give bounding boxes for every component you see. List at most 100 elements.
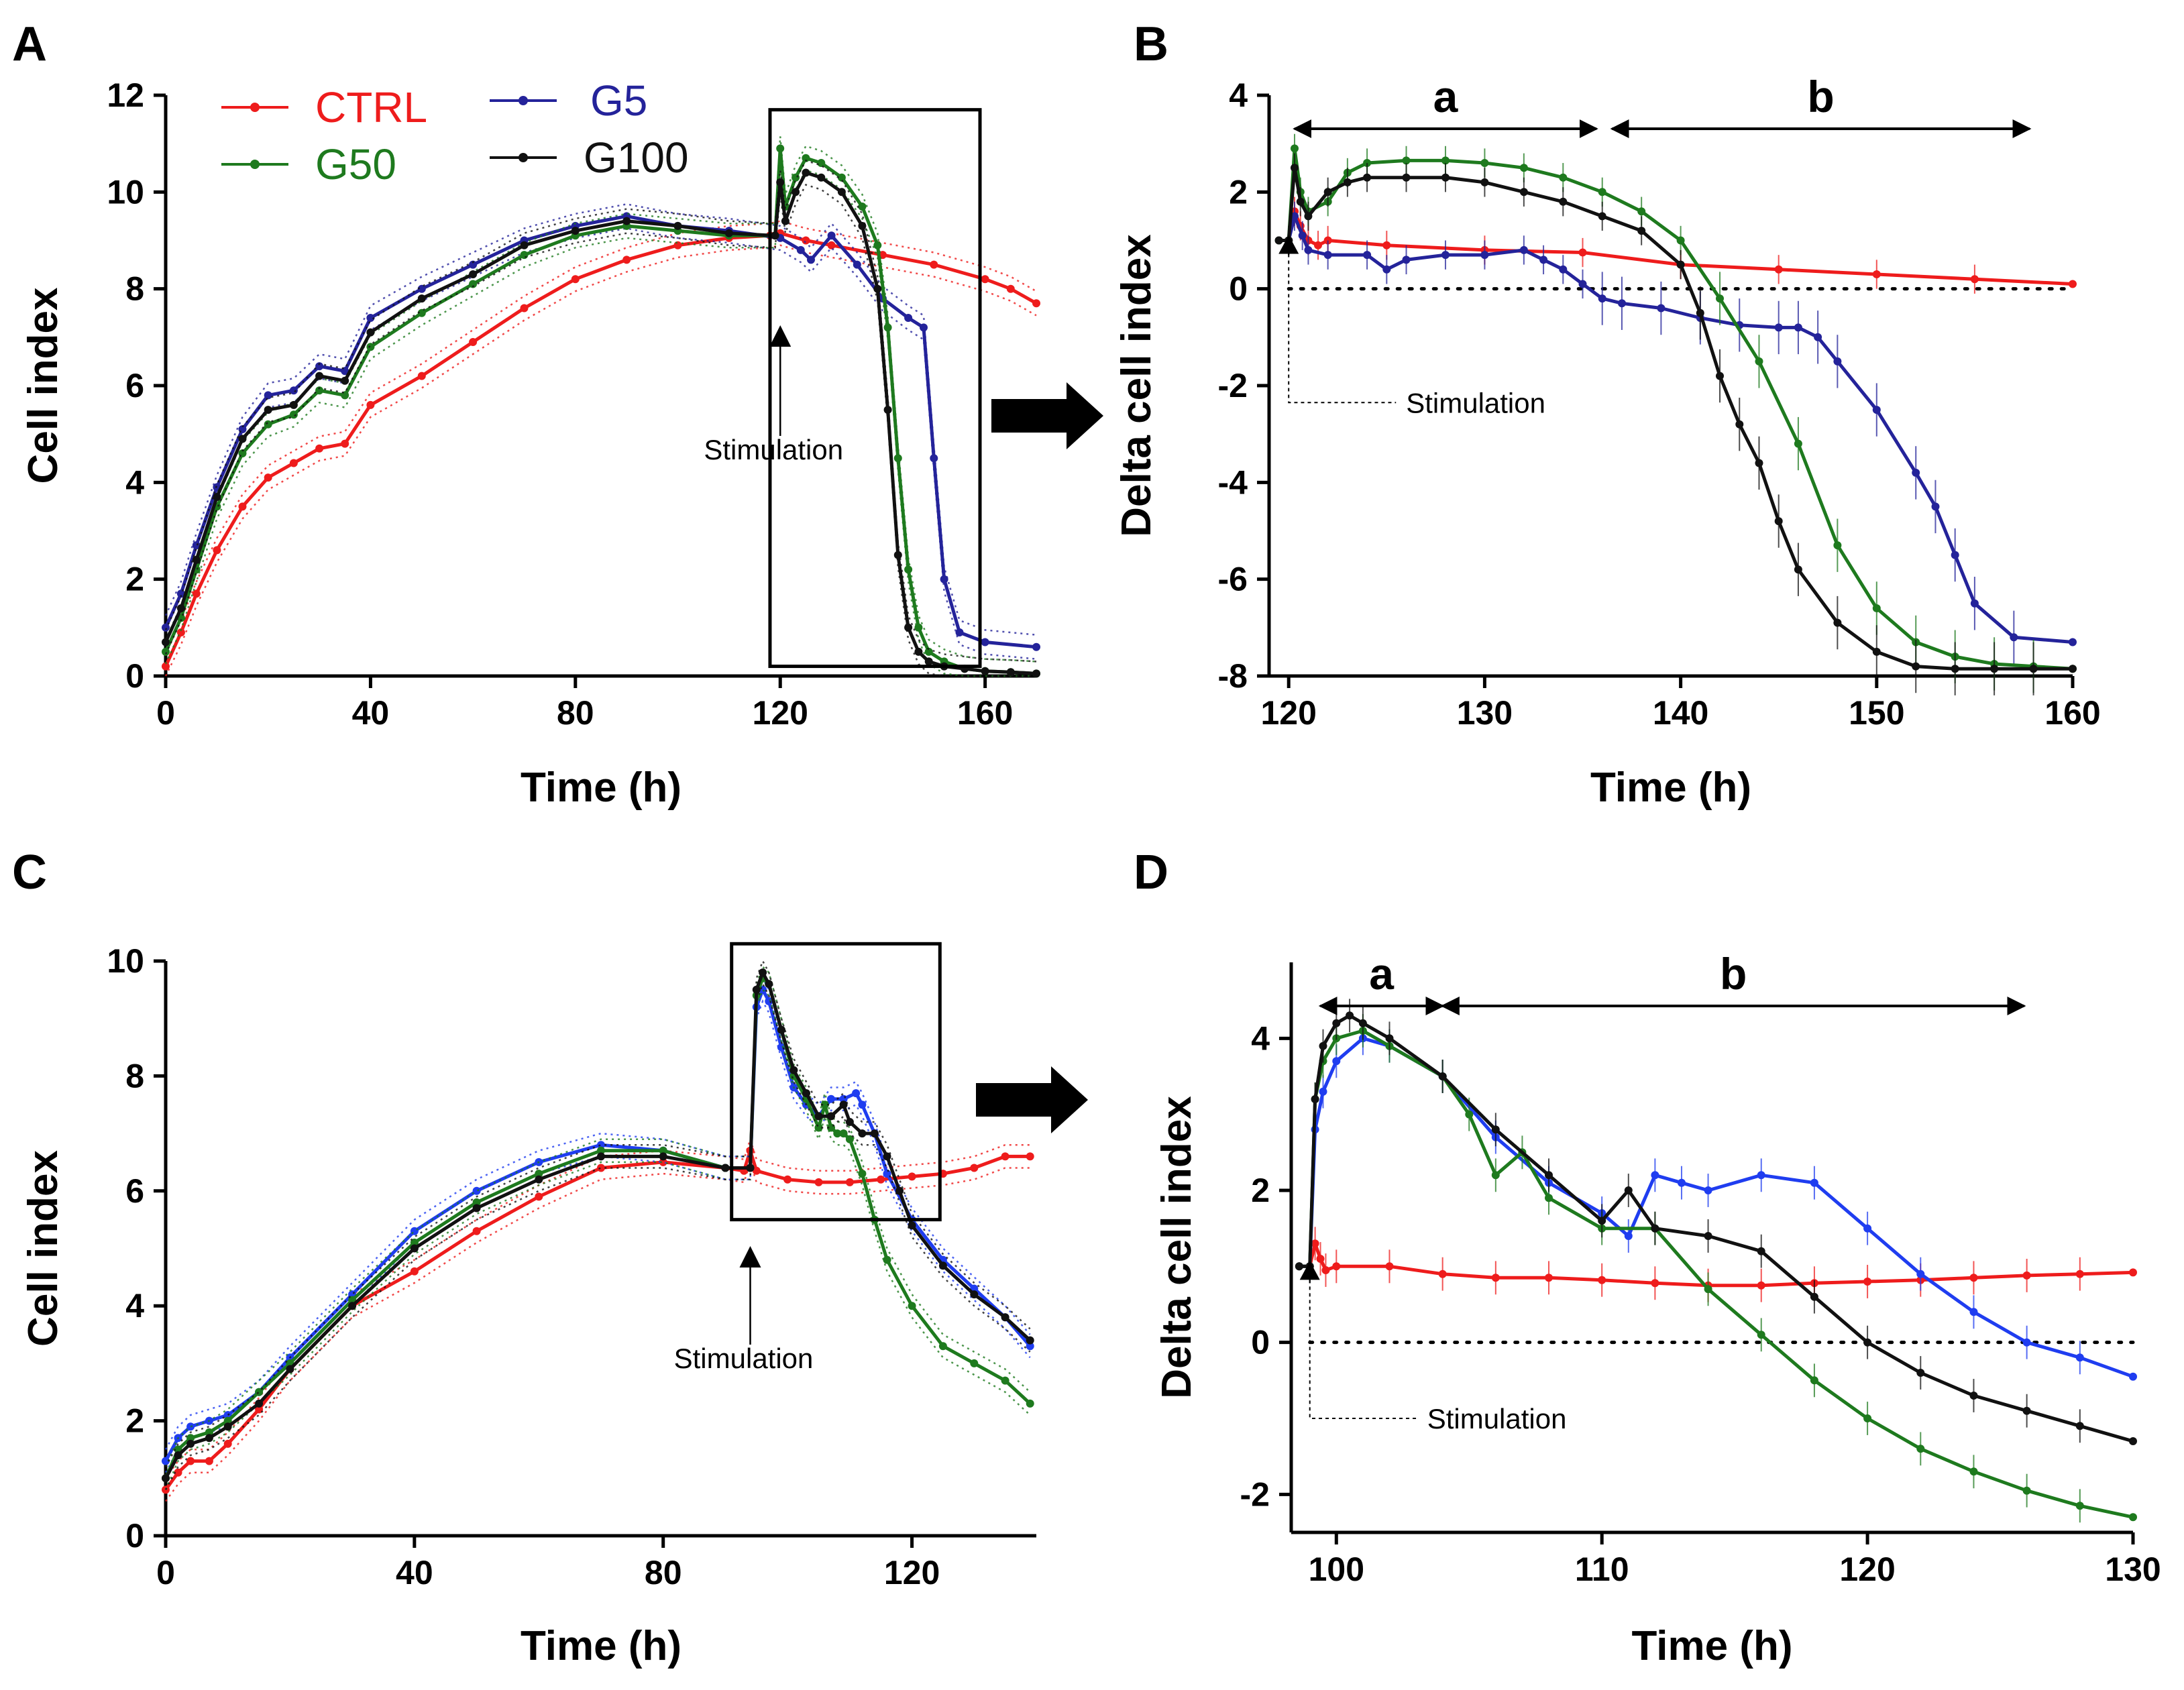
data-point-g100-a <box>817 173 826 182</box>
data-point-ctrl-c <box>186 1457 195 1465</box>
data-point-g5-c <box>162 1457 170 1465</box>
data-point-g100-c <box>789 1066 798 1074</box>
data-point-g50-a <box>817 159 826 167</box>
panel-letter-c: C <box>12 846 47 899</box>
data-point-g5-a <box>920 323 928 332</box>
data-point-g100-a <box>520 241 529 249</box>
data-point-g50-b <box>1755 357 1763 365</box>
data-point-g50-b <box>1872 604 1881 612</box>
data-point-g100-d <box>1624 1186 1633 1194</box>
data-point-ctrl-a <box>827 241 836 249</box>
series-line-g5-d <box>1299 1036 2134 1379</box>
data-point-g50-a <box>837 173 846 182</box>
series-line-g5-a <box>164 214 1037 649</box>
data-point-g100-c <box>777 1025 785 1034</box>
data-point-g100-a <box>1032 669 1040 678</box>
data-point-g5-a <box>930 454 938 463</box>
data-point-g50-d <box>1491 1171 1500 1180</box>
data-point-g50-a <box>873 241 882 249</box>
data-point-g100-a <box>162 638 170 646</box>
series-line-g100-d <box>1299 1013 2134 1443</box>
data-point-ctrl-a <box>1032 299 1040 308</box>
data-point-ctrl-d <box>1969 1274 1978 1282</box>
data-point-g100-c <box>858 1129 867 1138</box>
data-point-g100-b <box>1951 665 1959 673</box>
zoom-arrow-top <box>991 382 1103 449</box>
data-point-g100-d <box>1863 1338 1872 1347</box>
phase-label-b-d: b <box>1720 949 1747 999</box>
data-point-g100-a <box>776 178 785 186</box>
data-point-g100-a <box>802 168 810 177</box>
x-tick-label-d: 130 <box>2105 1551 2161 1588</box>
data-point-g5-a <box>469 260 478 269</box>
data-point-g100-d <box>1332 1019 1341 1027</box>
data-point-g5-c <box>472 1186 481 1195</box>
data-point-g50-a <box>417 308 426 317</box>
data-point-g50-c <box>186 1434 195 1443</box>
data-point-g50-a <box>315 386 324 395</box>
data-point-ctrl-b <box>1774 265 1783 274</box>
data-point-g100-d <box>1319 1041 1327 1050</box>
data-point-g50-b <box>1598 188 1606 196</box>
x-tick-label-b: 120 <box>1261 694 1317 732</box>
data-point-g5-b <box>1519 245 1528 254</box>
legend-g50-label: G50 <box>315 140 396 188</box>
data-point-g100-a <box>724 229 733 237</box>
data-point-g100-c <box>752 985 761 994</box>
data-point-ctrl-b <box>2069 280 2077 288</box>
data-point-g50-c <box>597 1146 605 1155</box>
data-point-g50-d <box>1757 1331 1765 1339</box>
data-point-ctrl-a <box>366 400 375 409</box>
data-point-g100-d <box>2075 1422 2084 1430</box>
y-axis-title-c: Cell index <box>20 1150 66 1347</box>
sem-envelope-lower-g100-c <box>164 982 1031 1490</box>
data-point-g50-c <box>1026 1399 1034 1408</box>
data-point-g5-a <box>366 314 375 322</box>
data-point-ctrl-a <box>520 304 529 313</box>
series-line-g100-b <box>1278 166 2073 671</box>
data-point-g50-d <box>1969 1467 1978 1476</box>
data-point-g100-d <box>1757 1247 1765 1255</box>
y-tick-label-c: 2 <box>125 1402 144 1440</box>
data-point-g5-a <box>807 256 815 264</box>
data-point-g100-a <box>873 284 882 293</box>
sem-envelope-lower-g50-c <box>164 988 1031 1490</box>
data-point-g100-d <box>1491 1125 1500 1134</box>
data-point-g50-c <box>858 1170 867 1178</box>
data-point-g50-a <box>162 647 170 656</box>
data-point-ctrl-d <box>1316 1255 1325 1263</box>
series-line-ctrl-d <box>1299 1241 2134 1288</box>
sem-envelope-lower-g5-c <box>164 999 1031 1473</box>
data-point-g100-a <box>904 623 913 632</box>
data-point-g5-b <box>1774 323 1783 332</box>
data-point-g5-b <box>1618 299 1626 308</box>
legend-g100-marker <box>518 153 528 162</box>
data-point-g50-b <box>1441 156 1450 165</box>
data-point-g100-b <box>1323 188 1332 196</box>
data-point-g100-b <box>1519 188 1528 196</box>
data-point-g50-b <box>1676 236 1685 245</box>
data-point-g5-b <box>1441 251 1450 260</box>
data-point-g50-c <box>223 1416 232 1425</box>
data-point-g5-b <box>1598 294 1606 303</box>
data-point-g5-d <box>1916 1270 1925 1278</box>
data-point-g100-d <box>1704 1232 1712 1240</box>
chart-panel-d: 100 110 120 130 -2 0 2 4 Time (h) Delta cell inde… <box>1154 949 2161 1669</box>
series-line-g5-b <box>1278 214 2073 644</box>
data-point-g5-b <box>1304 245 1313 254</box>
data-point-g100-c <box>1026 1336 1034 1345</box>
data-point-g100-b <box>1716 372 1724 380</box>
sem-envelope-upper-g5-c <box>164 976 1031 1450</box>
data-point-g5-b <box>1578 280 1587 288</box>
data-point-g100-b <box>1794 565 1802 574</box>
data-point-g5-a <box>192 541 201 550</box>
data-point-g50-a <box>469 280 478 288</box>
data-point-g5-d <box>2075 1353 2084 1362</box>
data-point-g100-b <box>1274 236 1283 245</box>
data-point-g100-c <box>348 1302 357 1310</box>
data-point-g100-c <box>839 1101 848 1109</box>
data-point-g100-d <box>1916 1369 1925 1377</box>
data-point-ctrl-a <box>162 662 170 671</box>
data-point-g5-b <box>1951 551 1959 559</box>
legend: CTRL G5 G50 G100 <box>221 76 689 188</box>
